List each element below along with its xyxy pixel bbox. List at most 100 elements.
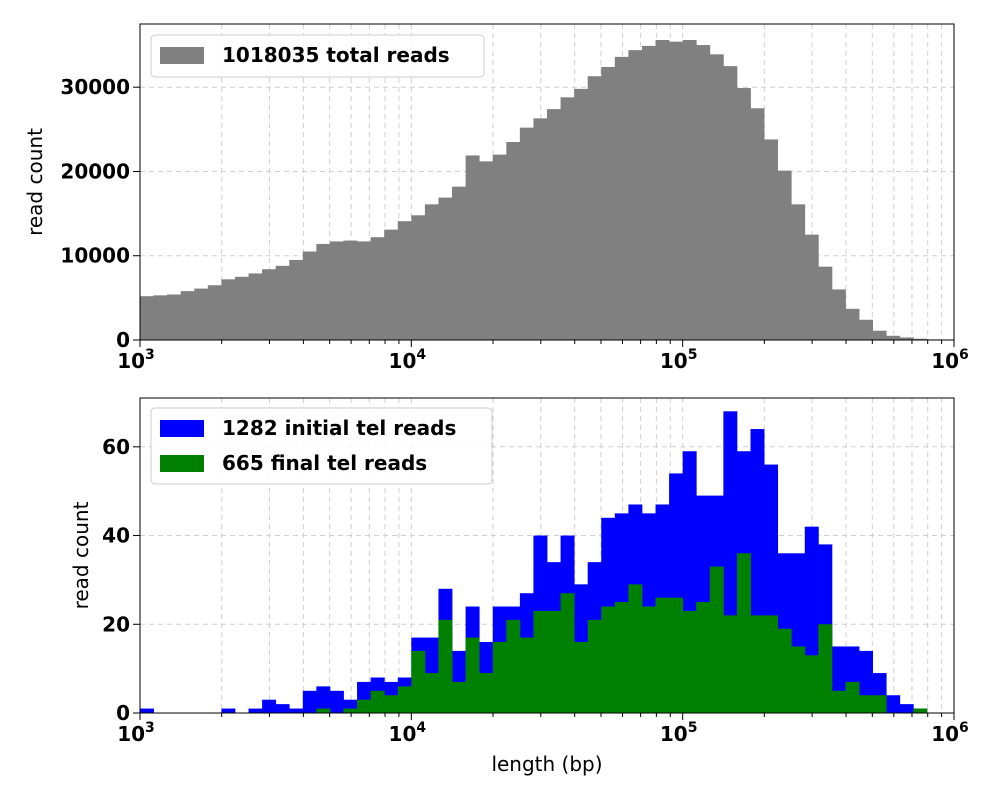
bar bbox=[167, 294, 182, 340]
y-tick-label: 60 bbox=[102, 435, 130, 459]
bar bbox=[370, 690, 385, 713]
bar bbox=[913, 338, 928, 340]
x-tick-label: 105 bbox=[660, 347, 698, 373]
x-tick-base: 10 bbox=[931, 722, 959, 746]
bar bbox=[153, 295, 168, 340]
y-tick-label: 0 bbox=[116, 701, 130, 725]
bar bbox=[438, 619, 453, 713]
bar bbox=[411, 650, 426, 713]
bar bbox=[804, 234, 819, 340]
x-tick-exponent: 4 bbox=[416, 347, 426, 363]
y-axis-label: read count bbox=[69, 501, 93, 609]
bar bbox=[438, 197, 453, 340]
bar bbox=[764, 139, 779, 340]
bar bbox=[506, 619, 521, 713]
x-tick-exponent: 6 bbox=[959, 720, 969, 736]
series-1 bbox=[140, 40, 955, 341]
bar bbox=[818, 266, 833, 340]
bar bbox=[519, 637, 534, 713]
bar bbox=[519, 127, 534, 340]
series-2 bbox=[316, 553, 928, 713]
bar bbox=[614, 602, 629, 713]
x-tick-base: 10 bbox=[660, 349, 688, 373]
bar bbox=[736, 88, 751, 340]
bar bbox=[669, 597, 684, 713]
bar bbox=[411, 215, 426, 340]
bar bbox=[791, 204, 806, 340]
x-tick-label: 106 bbox=[931, 347, 969, 373]
bar bbox=[750, 108, 765, 341]
bar bbox=[886, 335, 901, 340]
bar bbox=[723, 66, 738, 340]
bar bbox=[533, 610, 548, 713]
bar bbox=[859, 695, 873, 713]
bar bbox=[316, 686, 331, 713]
bar bbox=[601, 606, 616, 713]
bar bbox=[506, 141, 521, 340]
bar bbox=[397, 686, 412, 713]
x-tick-label: 106 bbox=[931, 720, 969, 746]
y-tick-label: 20000 bbox=[60, 159, 130, 183]
bar bbox=[845, 308, 860, 340]
bar bbox=[275, 265, 290, 340]
x-tick-label: 103 bbox=[117, 347, 155, 373]
legend-label: 1018035 total reads bbox=[222, 43, 450, 67]
x-tick-exponent: 5 bbox=[688, 720, 698, 736]
bar bbox=[316, 243, 331, 340]
bar bbox=[289, 259, 304, 340]
bar bbox=[262, 699, 277, 713]
bar bbox=[302, 251, 317, 340]
bar bbox=[452, 681, 466, 713]
bar bbox=[452, 186, 466, 340]
bar bbox=[655, 597, 670, 713]
bar bbox=[533, 118, 548, 341]
legend: 1018035 total reads bbox=[150, 34, 485, 78]
bar bbox=[669, 41, 684, 341]
x-tick-label: 105 bbox=[660, 720, 698, 746]
y-tick-label: 20 bbox=[102, 612, 130, 636]
bar bbox=[696, 602, 711, 713]
bar bbox=[628, 50, 643, 340]
bar bbox=[831, 289, 846, 340]
bar bbox=[709, 54, 724, 340]
bar bbox=[248, 708, 263, 713]
bar bbox=[424, 204, 439, 340]
bar bbox=[329, 690, 344, 713]
bar bbox=[289, 708, 304, 713]
x-tick-exponent: 3 bbox=[145, 720, 155, 736]
y-axis-label: read count bbox=[23, 128, 47, 236]
bar bbox=[397, 221, 412, 340]
x-tick-base: 10 bbox=[117, 349, 145, 373]
bar bbox=[329, 241, 344, 340]
bar bbox=[682, 610, 697, 713]
bar bbox=[655, 40, 670, 340]
legend-box bbox=[150, 407, 493, 485]
ticks bbox=[133, 446, 955, 720]
bar bbox=[492, 154, 507, 340]
bar bbox=[791, 646, 806, 713]
bar bbox=[221, 279, 236, 340]
ticks bbox=[133, 86, 955, 347]
bar bbox=[831, 690, 846, 713]
bar bbox=[479, 673, 494, 713]
bar bbox=[357, 699, 372, 713]
bar bbox=[221, 708, 236, 713]
bar bbox=[140, 296, 154, 340]
bar bbox=[343, 708, 358, 713]
legend: 1282 initial tel reads 665 final tel read… bbox=[150, 407, 493, 485]
bar bbox=[682, 40, 697, 340]
bar bbox=[641, 606, 656, 713]
bar bbox=[180, 291, 195, 340]
bar bbox=[492, 642, 507, 713]
bar bbox=[804, 655, 819, 713]
y-tick-label: 0 bbox=[116, 328, 130, 352]
bar bbox=[574, 642, 589, 713]
bar bbox=[547, 610, 561, 713]
bar bbox=[479, 161, 494, 340]
legend-label: 665 final tel reads bbox=[222, 451, 427, 475]
bar bbox=[140, 708, 154, 713]
bar bbox=[384, 229, 399, 340]
bar bbox=[614, 56, 629, 340]
x-tick-label: 104 bbox=[389, 720, 427, 746]
